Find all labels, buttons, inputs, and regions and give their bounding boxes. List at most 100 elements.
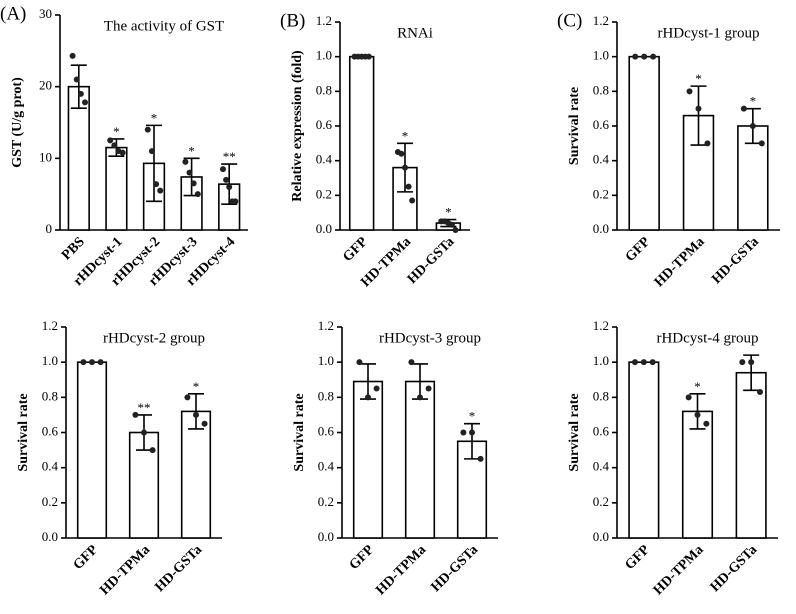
bar xyxy=(404,380,436,539)
data-point xyxy=(749,123,756,129)
x-tick-label: HD-TPMa xyxy=(373,542,429,598)
y-tick-label: 0.8 xyxy=(593,388,609,403)
error-bar xyxy=(146,124,162,203)
y-tick-label: 20 xyxy=(39,78,52,93)
significance-label: ** xyxy=(223,149,236,164)
data-point xyxy=(77,90,84,97)
error-bar xyxy=(70,64,87,109)
data-point xyxy=(650,53,657,60)
data-point xyxy=(226,184,233,190)
y-tick-label: 0.8 xyxy=(316,82,332,97)
error-bar xyxy=(689,393,706,430)
data-point xyxy=(469,429,475,436)
data-point xyxy=(186,169,193,176)
y-axis-label: GST (U/g prot) xyxy=(10,77,25,168)
data-point xyxy=(132,411,139,418)
bar xyxy=(735,371,767,539)
x-tick-label: HD-GSTa xyxy=(709,234,762,287)
chart-title: RNAi xyxy=(397,25,433,41)
data-point xyxy=(686,88,693,95)
data-point xyxy=(184,394,191,401)
bar xyxy=(628,55,660,231)
x-tick-label: GFP xyxy=(623,234,654,265)
y-tick-label: 0.8 xyxy=(318,388,334,403)
y-tick-label: 0.4 xyxy=(318,459,335,474)
x-tick-label: PBS xyxy=(59,234,88,263)
data-point xyxy=(149,447,156,454)
significance-label: * xyxy=(695,71,702,86)
y-tick-label: 1.0 xyxy=(318,353,334,368)
y-tick-label: 0.6 xyxy=(593,423,610,438)
y-tick-label: 0.2 xyxy=(316,186,332,201)
data-point xyxy=(685,394,692,401)
data-point xyxy=(739,359,746,366)
bar xyxy=(76,361,108,539)
data-point xyxy=(148,148,155,155)
data-point xyxy=(73,76,80,83)
chart-title: rHDcyst-3 group xyxy=(379,330,481,346)
significance-label: * xyxy=(402,128,409,143)
data-point xyxy=(398,150,405,157)
y-tick-label: 30 xyxy=(39,6,52,21)
data-point xyxy=(201,420,208,427)
x-tick-label: GFP xyxy=(623,542,654,573)
data-point xyxy=(365,394,371,401)
data-point xyxy=(704,140,711,147)
data-point xyxy=(408,359,415,366)
y-tick-label: 1.2 xyxy=(42,318,58,333)
significance-label: * xyxy=(188,143,195,158)
data-point xyxy=(97,359,104,366)
data-point xyxy=(632,53,639,60)
significance-label: * xyxy=(750,94,757,109)
data-point xyxy=(448,221,455,228)
data-point xyxy=(182,158,189,165)
y-tick-label: 0.0 xyxy=(42,529,58,544)
panel-label: (B) xyxy=(280,10,305,31)
significance-label: * xyxy=(469,409,476,424)
data-point xyxy=(223,176,230,183)
y-tick-label: 0.8 xyxy=(593,82,609,97)
data-point xyxy=(460,429,467,436)
data-point xyxy=(748,359,755,366)
data-point xyxy=(82,99,89,106)
data-point xyxy=(119,149,126,156)
y-tick-label: 10 xyxy=(39,149,52,164)
x-tick-label: HD-TPMa xyxy=(97,542,153,598)
data-point xyxy=(405,183,412,190)
y-tick-label: 1.2 xyxy=(593,318,609,333)
y-tick-label: 1.0 xyxy=(42,353,58,368)
x-tick-label: GFP xyxy=(340,234,371,265)
data-point xyxy=(703,420,710,427)
y-tick-label: 0.2 xyxy=(593,186,609,201)
x-tick-label: GFP xyxy=(71,542,102,573)
x-tick-label: HD-TPMa xyxy=(651,542,707,598)
data-point xyxy=(758,140,765,147)
y-tick-label: 0.2 xyxy=(42,494,58,509)
y-axis-label: Survival rate xyxy=(16,393,31,471)
data-point xyxy=(157,187,164,194)
y-tick-label: 0.8 xyxy=(42,388,58,403)
y-tick-label: 0.4 xyxy=(42,459,59,474)
data-point xyxy=(695,105,702,112)
y-tick-label: 0.6 xyxy=(42,423,59,438)
data-point xyxy=(144,126,151,133)
y-tick-label: 0 xyxy=(46,221,53,236)
data-point xyxy=(193,411,199,418)
y-tick-label: 0.0 xyxy=(593,529,609,544)
y-tick-label: 0.4 xyxy=(593,152,610,167)
y-tick-label: 0.0 xyxy=(318,529,334,544)
data-point xyxy=(477,455,484,462)
data-point xyxy=(365,53,372,60)
significance-label: * xyxy=(694,379,701,394)
bar xyxy=(348,55,375,231)
data-point xyxy=(69,52,76,59)
data-point xyxy=(417,394,423,401)
y-axis-label: Survival rate xyxy=(567,87,582,165)
y-tick-label: 0.0 xyxy=(316,221,332,236)
data-point xyxy=(356,359,363,366)
y-axis-label: Relative expression (fold) xyxy=(290,50,305,202)
data-point xyxy=(649,359,656,366)
y-tick-label: 1.2 xyxy=(316,13,332,28)
y-axis-label: Survival rate xyxy=(292,393,307,471)
significance-label: * xyxy=(445,205,452,220)
